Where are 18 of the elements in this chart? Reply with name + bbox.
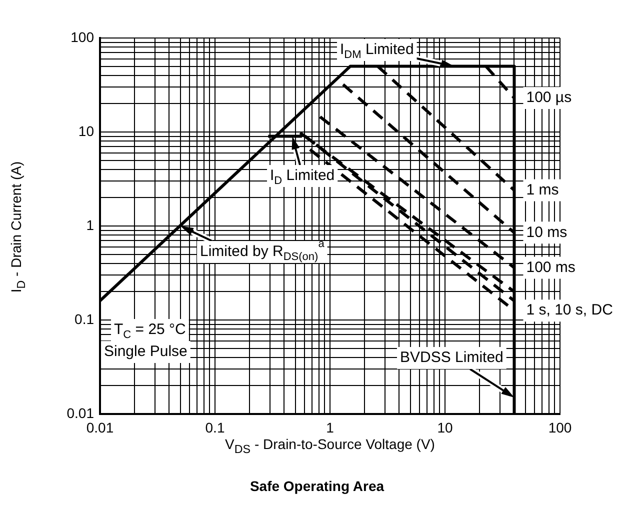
text: Safe Operating Area: [248, 478, 386, 494]
series-label: 100 µs: [526, 89, 572, 106]
x-axis-title: V$_{DS}$ - Drain-to-Source Voltage (V): [224, 436, 436, 456]
y-tick-label: 100: [70, 28, 94, 45]
series-label: 10 ms: [526, 224, 568, 241]
series-label: 100 ms: [526, 258, 576, 276]
y-tick-label: 0.01: [66, 404, 94, 421]
series-label: 1 ms: [526, 181, 559, 198]
y-tick-label: 0.1: [74, 310, 94, 327]
x-tick-label: 1: [326, 419, 334, 436]
x-tick-label: 100: [548, 419, 572, 436]
series-label: 1 s, 10 s, DC: [526, 302, 614, 319]
x-tick-label: 0.1: [205, 419, 225, 436]
annotation: BVDSS Limited: [400, 349, 504, 366]
x-tick-label: 10: [437, 419, 453, 436]
y-tick-label: 10: [78, 122, 94, 139]
annotation: Single Pulse: [104, 343, 188, 360]
y-tick-label: 1: [86, 216, 94, 233]
